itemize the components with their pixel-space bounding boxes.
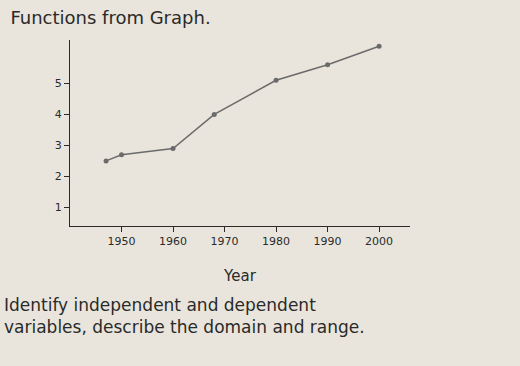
svg-text:Year: Year — [223, 267, 257, 285]
svg-text:1960: 1960 — [159, 235, 187, 248]
svg-text:Functions from Graph.: Functions from Graph. — [10, 7, 210, 28]
svg-text:1950: 1950 — [108, 235, 136, 248]
svg-text:1970: 1970 — [211, 235, 239, 248]
svg-text:Identify independent and depen: Identify independent and dependentvariab… — [4, 295, 365, 337]
svg-text:5: 5 — [55, 77, 62, 90]
svg-text:3: 3 — [55, 139, 62, 152]
svg-text:2: 2 — [55, 170, 62, 183]
svg-text:1980: 1980 — [262, 235, 290, 248]
svg-text:4: 4 — [55, 108, 62, 121]
svg-text:1: 1 — [55, 201, 62, 214]
svg-text:1990: 1990 — [314, 235, 342, 248]
svg-text:2000: 2000 — [365, 235, 393, 248]
